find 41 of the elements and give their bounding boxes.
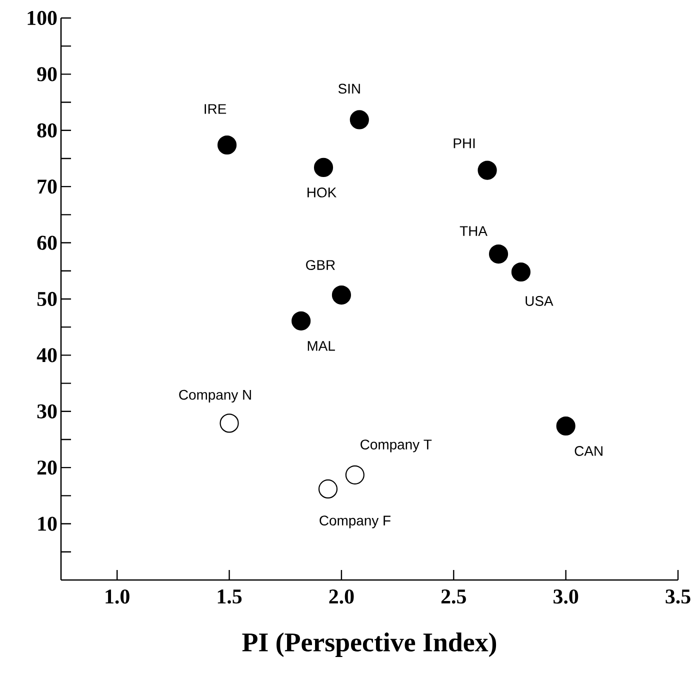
point [217, 135, 237, 155]
point [332, 286, 352, 305]
annotation: HOK [308, 188, 336, 198]
annotation: PHI [454, 138, 475, 148]
point [292, 311, 311, 330]
y-tick-label: 30 [37, 404, 57, 418]
annotation: CAN [574, 446, 602, 456]
annotation: IRE [204, 104, 226, 114]
point [511, 262, 531, 282]
y-tick-label: 60 [37, 236, 57, 250]
annotation: GBR [306, 260, 335, 270]
x-tick-label: 2.0 [329, 590, 354, 604]
point [350, 110, 369, 130]
x-tick-label: 1.0 [106, 590, 130, 604]
point [556, 416, 576, 436]
y-tick-label: 80 [37, 123, 57, 138]
point [478, 160, 497, 180]
point [318, 479, 338, 498]
annotation: Company F [320, 516, 390, 528]
point [345, 465, 364, 484]
y-tick-label: 90 [37, 67, 57, 82]
y-tick-label: 20 [37, 460, 57, 475]
y-tick-label: 70 [38, 180, 57, 194]
point [220, 414, 239, 433]
point [314, 158, 334, 178]
y-tick-label: 100 [28, 10, 57, 26]
annotation: USA [526, 296, 554, 306]
annotation: SIN [338, 84, 360, 94]
annotation: THA [460, 226, 488, 236]
annotation: Company T [360, 440, 432, 452]
y-tick-label: 40 [36, 348, 57, 362]
annotation: MAL [308, 341, 335, 351]
annotation: Company N [179, 390, 251, 402]
x-tick-label: 3.0 [554, 590, 578, 604]
point [488, 244, 508, 264]
x-tick-label: 1.5 [218, 590, 242, 604]
y-tick-label: 50 [37, 292, 57, 306]
x-tick-label: 3.5 [666, 590, 690, 604]
x-axis-title: PI (Perspective Index) [242, 632, 496, 657]
y-tick-label: 10 [38, 516, 57, 531]
x-tick-label: 2.5 [441, 590, 466, 604]
